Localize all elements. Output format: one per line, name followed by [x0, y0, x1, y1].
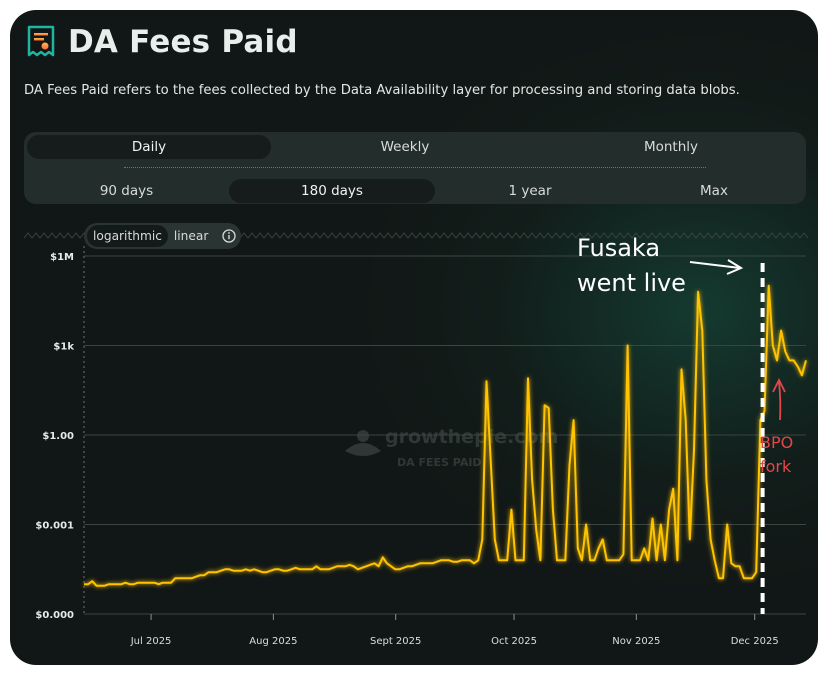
- x-tick-label: Dec 2025: [731, 636, 779, 647]
- watermark: growthepie.com DA FEES PAID: [345, 426, 558, 469]
- x-tick-label: Aug 2025: [249, 636, 297, 647]
- bpo-arrow-head: [772, 377, 786, 393]
- tab-max[interactable]: Max: [700, 183, 728, 199]
- receipt-icon: [27, 25, 55, 57]
- y-tick-label: $1k: [53, 342, 74, 353]
- watermark-brand: growthepie.com: [385, 426, 558, 448]
- y-tick-label: $1.00: [42, 431, 74, 442]
- tab-90-days[interactable]: 90 days: [99, 183, 154, 199]
- y-tick-label: $0.000: [35, 610, 74, 621]
- logarithmic-option[interactable]: logarithmic: [87, 225, 168, 247]
- watermark-label: DA FEES PAID: [397, 456, 482, 469]
- fusaka-arrow-head: [726, 259, 744, 275]
- watermark-logo-top: [357, 430, 369, 442]
- fusaka-arrow: [689, 261, 741, 269]
- fusaka-annotation-line1: Fusaka: [577, 234, 660, 262]
- page-title: DA Fees Paid: [68, 24, 298, 60]
- y-tick-label: $0.001: [35, 521, 74, 532]
- tabs-divider: [124, 167, 706, 168]
- bpo-annotation-line2: fork: [760, 457, 792, 476]
- tab-180-days[interactable]: 180 days: [229, 179, 435, 203]
- range-tabs: 90 days 180 days 1 year Max: [24, 179, 806, 203]
- x-tick-label: Nov 2025: [612, 636, 660, 647]
- da-fees-series-line: [84, 284, 807, 587]
- fusaka-annotation-line2: went live: [577, 269, 686, 297]
- chart-svg: growthepie.com DA FEES PAID $0.000 $0.001 $1…: [23, 232, 809, 647]
- linear-option[interactable]: linear: [173, 229, 209, 243]
- tab-1-year[interactable]: 1 year: [508, 183, 552, 199]
- tab-daily[interactable]: Daily: [27, 135, 271, 159]
- bpo-annotation-line1: BPO: [760, 433, 793, 452]
- y-tick-label: $1M: [50, 252, 74, 263]
- bpo-arrow: [778, 381, 782, 421]
- scale-toggle: logarithmic linear: [84, 223, 241, 249]
- title-row: DA Fees Paid: [26, 24, 298, 60]
- x-tick-label: Sept 2025: [370, 636, 421, 647]
- description: DA Fees Paid refers to the fees collecte…: [24, 83, 740, 98]
- tab-weekly[interactable]: Weekly: [380, 139, 430, 155]
- chart-card: DA Fees Paid DA Fees Paid refers to the …: [10, 10, 818, 665]
- time-controls: Daily Weekly Monthly 90 days 180 days 1 …: [24, 132, 806, 204]
- watermark-logo-icon: [345, 443, 381, 456]
- x-tick-label: Oct 2025: [491, 636, 537, 647]
- tab-monthly[interactable]: Monthly: [643, 139, 699, 155]
- x-tick-label: Jul 2025: [130, 636, 172, 647]
- granularity-tabs: Daily Weekly Monthly: [24, 135, 806, 159]
- info-icon[interactable]: [222, 229, 237, 243]
